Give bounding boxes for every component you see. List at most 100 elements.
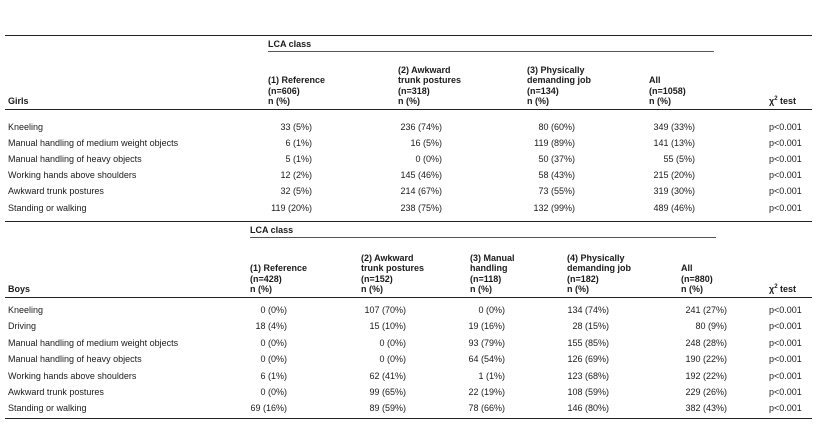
- boys-row-label: Standing or walking: [8, 403, 87, 414]
- boys-top-rule: [5, 221, 812, 222]
- boys-col-header-4: n (%): [567, 284, 589, 294]
- boys-cell: 0 (0%): [260, 337, 287, 348]
- boys-p-value: p<0.001: [769, 305, 802, 315]
- boys-p-value: p<0.001: [769, 321, 802, 332]
- boys-cell: 108 (59%): [567, 387, 609, 397]
- girls-cell: 55 (5%): [663, 154, 695, 165]
- boys-col-header-3: n (%): [470, 284, 492, 294]
- girls-col-header-4: All: [649, 75, 661, 85]
- boys-cell: 126 (69%): [567, 354, 609, 365]
- girls-row-label: Standing or walking: [8, 202, 87, 213]
- boys-cell: 1 (1%): [478, 370, 505, 381]
- boys-cell: 248 (28%): [685, 337, 727, 348]
- boys-row-label: Working hands above shoulders: [8, 370, 137, 381]
- girls-p-value: p<0.001: [769, 186, 802, 197]
- boys-col-header-1: (n=428): [250, 273, 282, 284]
- boys-header-rule: [5, 297, 812, 298]
- boys-cell: 0 (0%): [379, 337, 406, 348]
- boys-row-label: Driving: [8, 321, 37, 332]
- boys-col-header-5: (n=880): [681, 273, 713, 284]
- girls-row-label: Working hands above shoulders: [8, 170, 137, 181]
- boys-cell: 28 (15%): [572, 321, 609, 332]
- boys-cell: 15 (10%): [369, 321, 406, 332]
- girls-row-label: Manual handling of heavy objects: [8, 154, 142, 165]
- girls-col-header-3: (3) Physically: [527, 64, 585, 75]
- boys-cell: 192 (22%): [685, 370, 727, 381]
- girls-cell: 80 (60%): [538, 122, 575, 132]
- boys-p-value: p<0.001: [769, 387, 802, 397]
- girls-cell: 5 (1%): [285, 154, 312, 165]
- girls-cell: 50 (37%): [538, 154, 575, 165]
- boys-cell: 0 (0%): [478, 305, 505, 315]
- girls-col-header-2: (n=318): [398, 85, 430, 96]
- boys-cell: 62 (41%): [369, 370, 406, 381]
- boys-chi2-header: χ2 test: [769, 284, 797, 294]
- girls-cell: 319 (30%): [653, 186, 695, 197]
- girls-cell: 215 (20%): [653, 170, 695, 181]
- boys-cell: 123 (68%): [567, 370, 609, 381]
- girls-cell: 33 (5%): [280, 122, 312, 132]
- boys-row-label: Kneeling: [8, 305, 44, 315]
- boys-cell: 0 (0%): [260, 354, 287, 365]
- boys-cell: 78 (66%): [468, 403, 505, 414]
- girls-cell: 489 (46%): [653, 202, 695, 213]
- boys-col-header-5: n (%): [681, 284, 703, 294]
- girls-col-header-2: trunk postures: [398, 75, 462, 85]
- boys-cell: 89 (59%): [369, 403, 406, 414]
- boys-cell: 93 (79%): [468, 337, 505, 348]
- girls-cell: 58 (43%): [538, 170, 575, 181]
- girls-lca-underline: [268, 51, 714, 52]
- girls-col-header-3: demanding job: [527, 75, 591, 85]
- boys-cell: 6 (1%): [260, 370, 287, 381]
- boys-row-label: Awkward trunk postures: [8, 387, 104, 397]
- girls-p-value: p<0.001: [769, 170, 802, 181]
- boys-col-header-3: (n=118): [470, 273, 502, 284]
- girls-col-header-2: (2) Awkward: [398, 64, 451, 75]
- girls-top-rule: [5, 35, 812, 36]
- girls-col-header-3: (n=134): [527, 85, 559, 96]
- boys-cell: 107 (70%): [364, 305, 406, 315]
- boys-section-label: Boys: [8, 284, 31, 294]
- girls-section-label: Girls: [8, 96, 29, 106]
- girls-p-value: p<0.001: [769, 202, 802, 213]
- boys-row-label: Manual handling of medium weight objects: [8, 337, 179, 348]
- boys-col-header-2: trunk postures: [361, 263, 425, 273]
- girls-col-header-4: n (%): [649, 96, 671, 106]
- boys-col-header-2: (n=152): [361, 273, 393, 284]
- boys-cell: 229 (26%): [685, 387, 727, 397]
- boys-cell: 22 (19%): [468, 387, 505, 397]
- girls-col-header-2: n (%): [398, 96, 420, 106]
- boys-col-header-4: demanding job: [567, 263, 631, 273]
- boys-col-header-5: All: [681, 263, 693, 273]
- boys-p-value: p<0.001: [769, 370, 802, 381]
- girls-cell: 141 (13%): [653, 138, 695, 149]
- boys-cell: 155 (85%): [567, 337, 609, 348]
- boys-cell: 80 (9%): [695, 321, 727, 332]
- girls-p-value: p<0.001: [769, 122, 802, 132]
- boys-lca-underline: [250, 237, 716, 238]
- boys-col-header-1: (1) Reference: [250, 263, 308, 273]
- boys-cell: 0 (0%): [379, 354, 406, 365]
- boys-bottom-rule: [5, 418, 812, 419]
- girls-col-header-3: n (%): [527, 96, 549, 106]
- boys-col-header-2: (2) Awkward: [361, 252, 414, 263]
- boys-cell: 134 (74%): [567, 305, 609, 315]
- boys-col-header-3: (3) Manual: [470, 252, 515, 263]
- girls-cell: 73 (55%): [538, 186, 575, 197]
- girls-cell: 12 (2%): [280, 170, 312, 181]
- girls-cell: 6 (1%): [285, 138, 312, 149]
- boys-col-header-4: (4) Physically: [567, 252, 625, 263]
- girls-cell: 119 (20%): [271, 202, 312, 213]
- boys-cell: 190 (22%): [685, 354, 727, 365]
- girls-row-label: Awkward trunk postures: [8, 186, 104, 197]
- girls-col-header-1: (n=606): [268, 85, 300, 96]
- boys-lca-label: LCA class: [250, 225, 294, 235]
- girls-header-rule: [5, 109, 812, 110]
- boys-cell: 64 (54%): [468, 354, 505, 365]
- boys-row-label: Manual handling of heavy objects: [8, 354, 142, 365]
- boys-cell: 0 (0%): [260, 305, 287, 315]
- girls-col-header-1: n (%): [268, 96, 290, 106]
- boys-cell: 99 (65%): [369, 387, 406, 397]
- girls-cell: 32 (5%): [280, 186, 312, 197]
- boys-cell: 18 (4%): [255, 321, 287, 332]
